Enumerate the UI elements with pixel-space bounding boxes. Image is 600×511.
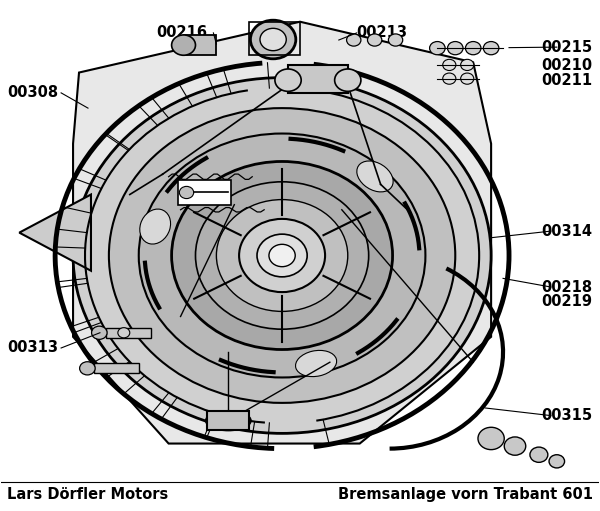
Bar <box>288 65 348 93</box>
Circle shape <box>92 326 107 339</box>
Circle shape <box>484 41 499 55</box>
Circle shape <box>347 34 361 46</box>
Text: 00218: 00218 <box>542 280 593 294</box>
Text: 00216: 00216 <box>157 26 208 40</box>
Circle shape <box>172 161 392 350</box>
Circle shape <box>388 34 403 46</box>
Circle shape <box>172 35 196 55</box>
Circle shape <box>448 41 463 55</box>
Circle shape <box>549 455 565 468</box>
Circle shape <box>239 219 325 292</box>
Bar <box>106 328 151 338</box>
Text: 00211: 00211 <box>542 73 593 88</box>
Circle shape <box>257 234 307 277</box>
Text: 00215: 00215 <box>542 40 593 55</box>
Circle shape <box>530 447 548 462</box>
Circle shape <box>461 59 474 71</box>
Circle shape <box>118 328 130 338</box>
Bar <box>178 180 232 205</box>
Bar <box>249 22 300 55</box>
Circle shape <box>269 244 295 267</box>
Circle shape <box>196 182 368 329</box>
Bar <box>208 411 249 430</box>
Circle shape <box>478 427 504 450</box>
Circle shape <box>217 200 348 311</box>
Text: 00315: 00315 <box>542 408 593 423</box>
Circle shape <box>109 108 455 403</box>
Text: 00219: 00219 <box>542 294 593 309</box>
Ellipse shape <box>140 209 170 244</box>
Circle shape <box>335 69 361 91</box>
Circle shape <box>179 187 194 199</box>
Ellipse shape <box>206 411 251 430</box>
Circle shape <box>504 437 526 455</box>
Text: Lars Dörfler Motors: Lars Dörfler Motors <box>7 487 169 502</box>
Polygon shape <box>73 22 491 444</box>
Bar <box>94 363 139 374</box>
Circle shape <box>443 73 456 84</box>
Text: Bremsanlage vorn Trabant 601: Bremsanlage vorn Trabant 601 <box>338 487 593 502</box>
Polygon shape <box>19 195 91 271</box>
Circle shape <box>367 34 382 46</box>
Text: 00213: 00213 <box>357 26 408 40</box>
Circle shape <box>430 41 445 55</box>
Circle shape <box>73 78 491 433</box>
Circle shape <box>250 20 296 59</box>
Circle shape <box>275 69 301 91</box>
Text: 00313: 00313 <box>7 340 58 356</box>
Text: 00210: 00210 <box>542 58 593 74</box>
Bar <box>184 35 217 55</box>
Circle shape <box>260 28 286 51</box>
Text: 00308: 00308 <box>7 85 58 100</box>
Ellipse shape <box>296 351 337 377</box>
Text: 00314: 00314 <box>542 224 593 239</box>
Ellipse shape <box>357 161 393 192</box>
Circle shape <box>461 73 474 84</box>
Circle shape <box>466 41 481 55</box>
Circle shape <box>80 362 95 375</box>
Circle shape <box>443 59 456 71</box>
Circle shape <box>139 133 425 378</box>
